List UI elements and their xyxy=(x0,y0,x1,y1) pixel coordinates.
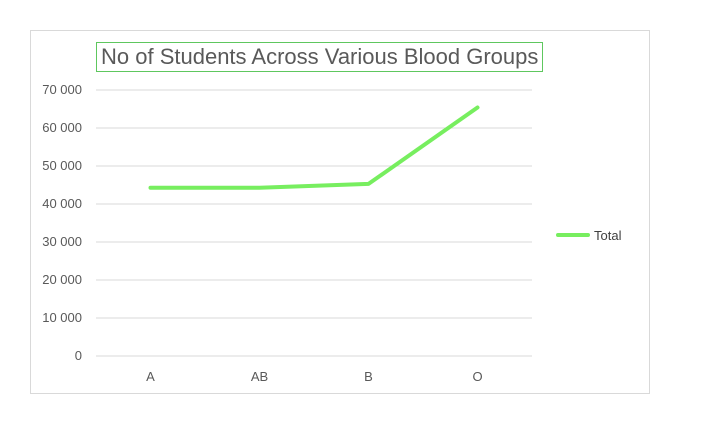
x-tick-label: AB xyxy=(251,369,268,384)
y-tick-label: 10 000 xyxy=(42,310,82,325)
y-tick-label: 60 000 xyxy=(42,120,82,135)
y-tick-label: 20 000 xyxy=(42,272,82,287)
legend: Total xyxy=(556,226,621,244)
chart-area xyxy=(30,30,650,394)
chart-title: No of Students Across Various Blood Grou… xyxy=(96,42,544,72)
y-tick-label: 30 000 xyxy=(42,234,82,249)
y-tick-label: 50 000 xyxy=(42,158,82,173)
x-tick-label: A xyxy=(146,369,155,384)
y-tick-label: 70 000 xyxy=(42,82,82,97)
x-tick-label: O xyxy=(472,369,482,384)
legend-label-total: Total xyxy=(594,227,622,243)
legend-swatch-total xyxy=(556,233,590,237)
y-tick-label: 0 xyxy=(75,348,82,363)
x-tick-label: B xyxy=(364,369,373,384)
y-tick-label: 40 000 xyxy=(42,196,82,211)
series-line-total xyxy=(148,105,480,190)
